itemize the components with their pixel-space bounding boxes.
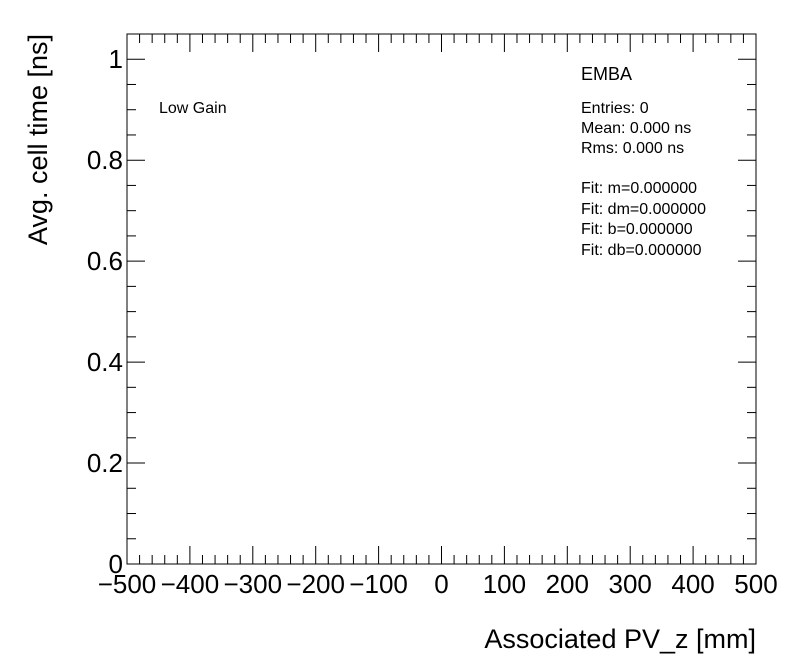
stat-rms: Rms: 0.000 ns — [581, 140, 684, 157]
x-tick-label: 400 — [671, 569, 714, 599]
stat-mean: Mean: 0.000 ns — [581, 120, 691, 137]
partition-label: EMBA — [581, 64, 632, 84]
y-axis-ticks — [127, 33, 756, 565]
x-tick-label: 300 — [609, 569, 652, 599]
x-tick-label: −200 — [286, 569, 345, 599]
x-tick-label: −300 — [224, 569, 283, 599]
y-tick-label: 1 — [109, 44, 123, 74]
y-axis-title: Avg. cell time [ns] — [23, 34, 53, 245]
y-tick-label: 0.4 — [87, 347, 123, 377]
y-tick-label: 0 — [109, 549, 123, 579]
fit-dm: Fit: dm=0.000000 — [581, 201, 706, 218]
fit-b: Fit: b=0.000000 — [581, 221, 693, 238]
x-tick-label: −100 — [349, 569, 408, 599]
y-axis-tick-labels: 0 0.2 0.4 0.6 0.8 1 — [87, 44, 123, 579]
x-axis-ticks — [126, 34, 757, 564]
x-axis-tick-labels: −500 −400 −300 −200 −100 0 100 200 300 400 500 — [98, 569, 778, 599]
stat-entries: Entries: 0 — [581, 100, 649, 117]
x-axis-title: Associated PV_z [mm] — [484, 624, 756, 654]
x-tick-label: 200 — [546, 569, 589, 599]
y-tick-label: 0.6 — [87, 246, 123, 276]
y-tick-label: 0.8 — [87, 145, 123, 175]
y-tick-label: 0.2 — [87, 448, 123, 478]
gain-label: Low Gain — [159, 100, 227, 117]
fit-m: Fit: m=0.000000 — [581, 180, 697, 197]
x-tick-label: 500 — [734, 569, 777, 599]
x-tick-label: 100 — [483, 569, 526, 599]
fit-db: Fit: db=0.000000 — [581, 242, 702, 259]
x-tick-label: 0 — [434, 569, 448, 599]
x-tick-label: −400 — [161, 569, 220, 599]
x-tick-label: −500 — [98, 569, 157, 599]
